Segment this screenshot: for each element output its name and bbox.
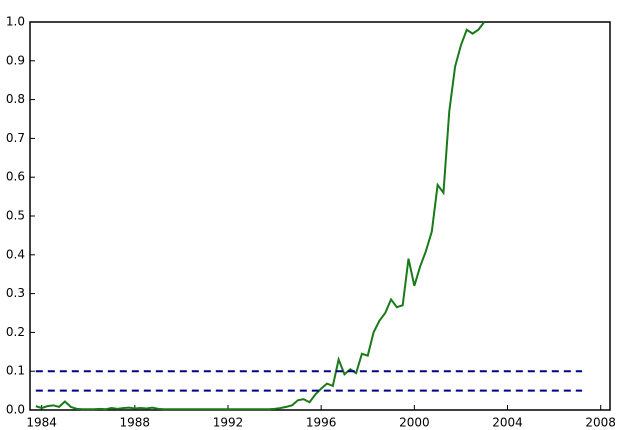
x-tick-label: 2000 <box>399 416 430 430</box>
y-tick-label: 0.3 <box>6 286 25 300</box>
y-tick-label: 0.5 <box>6 209 25 223</box>
plot-frame <box>29 21 611 411</box>
x-tick-label: 2008 <box>585 416 616 430</box>
y-tick-label: 0.8 <box>6 92 25 106</box>
y-tick-label: 0.2 <box>6 325 25 339</box>
x-tick-label: 1992 <box>213 416 244 430</box>
y-tick-label: 0.1 <box>6 364 25 378</box>
y-tick-label: 0.6 <box>6 170 25 184</box>
data-line <box>35 21 486 411</box>
y-tick-label: 0.4 <box>6 247 25 261</box>
x-tick-label: 1988 <box>120 416 151 430</box>
y-tick-label: 1.0 <box>6 15 25 29</box>
y-tick-label: 0.9 <box>6 53 25 67</box>
y-tick-label: 0.7 <box>6 131 25 145</box>
x-tick-label: 1984 <box>26 416 57 430</box>
x-tick-label: 2004 <box>492 416 523 430</box>
x-tick-label: 1996 <box>306 416 337 430</box>
y-tick-label: 0.0 <box>6 403 25 417</box>
